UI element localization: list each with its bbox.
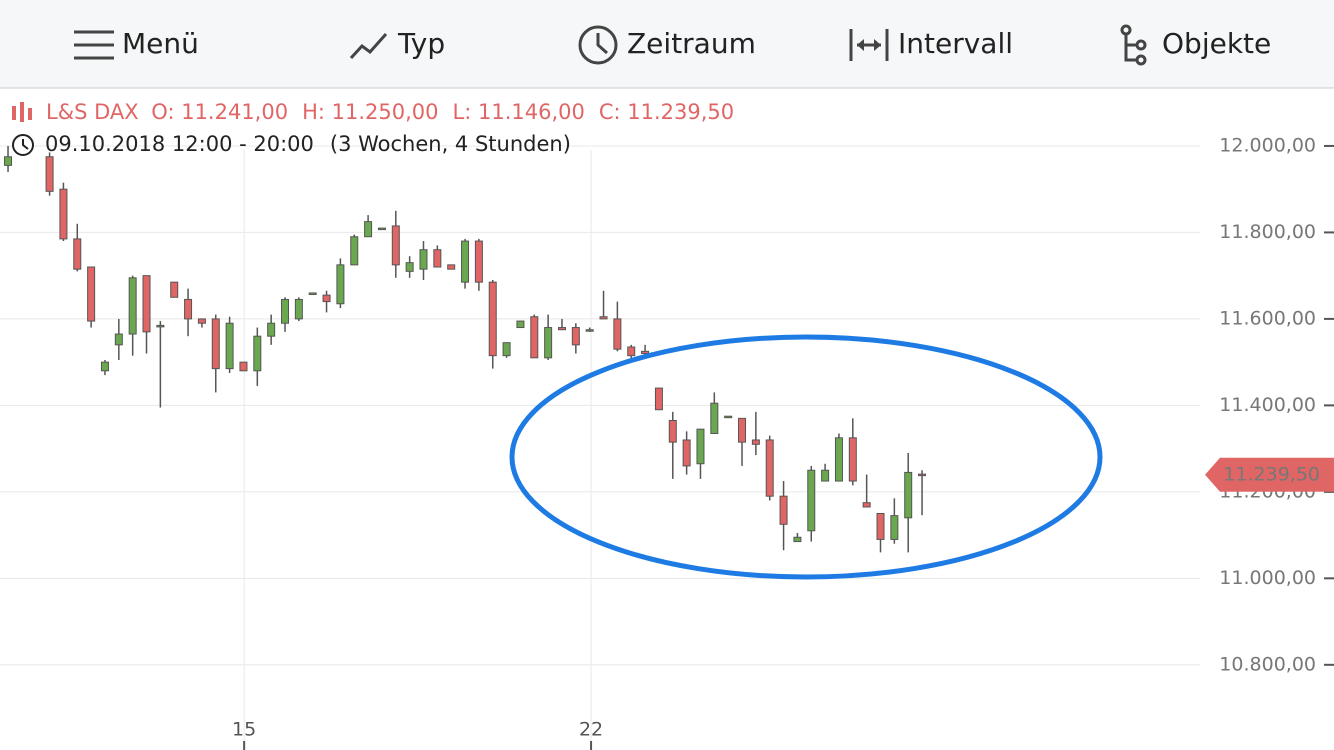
interval-button[interactable]: Intervall [849, 27, 1013, 61]
candle-body [696, 428, 705, 465]
candle-body [585, 329, 594, 332]
candle-body [391, 225, 400, 266]
range-note: (3 Wochen, 4 Stunden) [330, 132, 571, 156]
candle-body [73, 238, 82, 270]
candle-body [114, 333, 123, 346]
candle-body [336, 264, 345, 305]
candle-body [571, 327, 580, 346]
candle-body [876, 512, 885, 540]
candle-body [848, 437, 857, 482]
candle-body [433, 249, 442, 268]
candle-body [281, 298, 290, 324]
candle-body [738, 417, 747, 443]
last-price-tag [1205, 457, 1334, 492]
candle-body [821, 469, 830, 482]
candle-body [239, 361, 248, 372]
y-tick-label: 12.000,00 [1219, 134, 1316, 156]
candle-body [890, 515, 899, 540]
objects-label: Objekte [1162, 27, 1271, 60]
interval-label: Intervall [898, 27, 1013, 60]
candle-body [170, 281, 179, 298]
candle-body [308, 292, 317, 295]
type-button[interactable]: Typ [349, 27, 445, 60]
candle-body [807, 469, 816, 532]
candle-body [765, 439, 774, 497]
candle-body [862, 502, 871, 508]
candle-body [377, 227, 386, 231]
candle-body [544, 327, 553, 359]
candle-body [668, 420, 677, 443]
x-tick-label: 22 [579, 719, 603, 741]
y-tick-label: 11.400,00 [1219, 394, 1316, 416]
candle-body [4, 156, 13, 166]
y-tick-label: 11.800,00 [1219, 221, 1316, 243]
candle-body [779, 495, 788, 525]
candle-body [627, 346, 636, 357]
objects-button[interactable]: Objekte [1120, 24, 1271, 66]
candle-body [267, 322, 276, 337]
ohlc-line: L&S DAX O: 11.241,00 H: 11.250,00 L: 11.146… [46, 100, 734, 124]
candle-body [724, 415, 733, 419]
candle-body [516, 320, 525, 329]
y-tick-label: 11.000,00 [1219, 567, 1316, 589]
type-label: Typ [397, 27, 445, 60]
menu-label: Menü [122, 27, 199, 60]
menu-button[interactable]: Menü [74, 27, 199, 60]
toolbar [0, 0, 1334, 88]
period-label: Zeitraum [627, 27, 756, 60]
candle-body [128, 277, 137, 335]
candle-body [474, 240, 483, 283]
candle-body [502, 342, 511, 357]
candle-body [350, 236, 359, 266]
candle-body [447, 264, 456, 270]
candle-body [211, 318, 220, 370]
ohlc-value: H: 11.250,00 [302, 100, 438, 124]
instrument: L&S DAX [46, 100, 138, 124]
ohlc-value: O: 11.241,00 [151, 100, 288, 124]
candle-body [142, 275, 151, 333]
candle-body [918, 473, 927, 477]
last-price-label: 11.239,50 [1223, 463, 1320, 485]
candle-body [322, 294, 331, 303]
candle-body [461, 240, 470, 283]
period-button[interactable]: Zeitraum [578, 25, 756, 65]
period-line: 09.10.2018 12:00 - 20:00 (3 Wochen, 4 Stu… [45, 132, 571, 156]
candle-body [364, 221, 373, 238]
candle-body [488, 281, 497, 357]
candle-body [682, 439, 691, 467]
header: L&S DAX O: 11.241,00 H: 11.250,00 L: 11.146… [12, 100, 734, 156]
candle-body [710, 402, 719, 434]
candle-body [641, 350, 650, 354]
candle-body [751, 439, 760, 445]
candle-body [557, 327, 566, 331]
candle-body [599, 316, 608, 320]
candle-body [45, 156, 54, 192]
candle-body [184, 298, 193, 320]
period: 09.10.2018 12:00 - 20:00 [45, 132, 314, 156]
x-tick-label: 15 [232, 719, 256, 741]
y-tick-label: 10.800,00 [1219, 653, 1316, 675]
ohlc-value: C: 11.239,50 [599, 100, 734, 124]
highlight-ellipse [509, 334, 1103, 580]
candle-body [100, 361, 109, 372]
candle-body [253, 335, 262, 372]
candle-body [225, 322, 234, 370]
candle-body [834, 437, 843, 482]
candle-body [419, 249, 428, 270]
plot: 10.800,0011.000,0011.200,0011.400,0011.6… [0, 134, 1334, 750]
y-tick-label: 11.600,00 [1219, 307, 1316, 329]
candle-body [793, 536, 802, 543]
candle-body [613, 318, 622, 350]
candle-body [87, 266, 96, 322]
candle-body [156, 324, 165, 328]
candle-body [904, 471, 913, 519]
ohlc-value: L: 11.146,00 [453, 100, 585, 124]
candle-body [530, 316, 539, 359]
candle-body [654, 387, 663, 411]
candle-body [405, 262, 414, 272]
candle-body [294, 298, 303, 320]
candle-body [59, 188, 68, 240]
candle-body [197, 318, 206, 324]
